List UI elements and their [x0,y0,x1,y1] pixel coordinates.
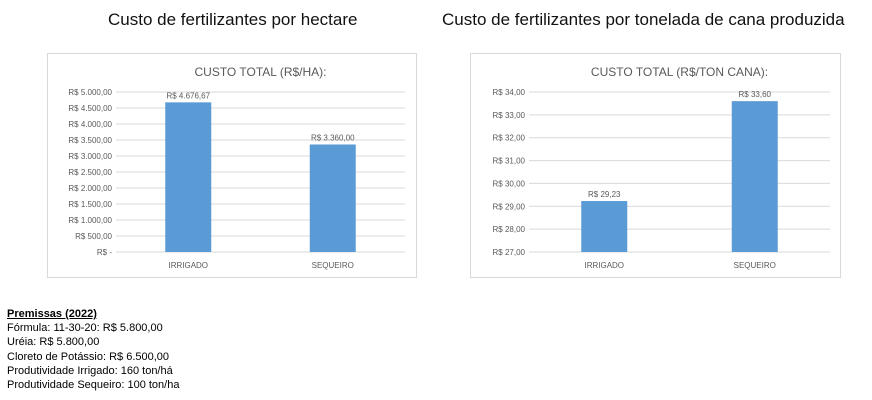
data-label: R$ 4.676,67 [166,91,210,100]
y-tick-label: R$ 4.000,00 [68,120,112,129]
y-tick-label: R$ 1.500,00 [68,200,112,209]
premissas-line: Cloreto de Potássio: R$ 6.500,00 [7,350,170,363]
x-tick-label: IRRIGADO [168,261,208,270]
y-tick-label: R$ 3.500,00 [68,136,112,145]
x-tick-label: IRRIGADO [584,261,624,270]
premissas-line: Fórmula: 11-30-20: R$ 5.800,00 [7,322,163,335]
chart-title: CUSTO TOTAL (R$/HA): [194,65,326,79]
y-tick-label: R$ 4.500,00 [68,104,112,113]
premissas-line: Uréia: R$ 5.800,00 [7,336,100,349]
bar [165,102,212,252]
y-tick-label: R$ 31,00 [493,157,526,166]
y-tick-label: R$ 5.000,00 [68,88,112,97]
bar [581,201,628,252]
premissas-block: Premissas (2022) Fórmula: 11-30-20: R$ 5… [7,307,179,392]
y-tick-label: R$ 29,00 [493,202,526,211]
premissas-line: Produtividade Irrigado: 160 ton/há [7,364,173,377]
y-tick-label: R$ 1.000,00 [68,216,112,225]
chart-heading-per-ton: Custo de fertilizantes por tonelada de c… [442,10,845,29]
bar [309,144,356,252]
chart-per-ton-svg: CUSTO TOTAL (R$/TON CANA): R$ 27,00 R$ 28,… [493,65,830,270]
data-label: R$ 29,23 [588,190,621,199]
y-tick-label: R$ 3.000,00 [68,152,112,161]
x-tick-label: SEQUEIRO [312,261,354,270]
premissas-title: Premissas (2022) [7,308,97,320]
y-tick-label: R$ 2.500,00 [68,168,112,177]
y-tick-label: R$ 27,00 [493,248,526,257]
chart-title: CUSTO TOTAL (R$/TON CANA): [591,65,768,79]
bar [731,101,778,252]
y-tick-label: R$ - [97,248,112,257]
chart-per-hectare: CUSTO TOTAL (R$/HA): R$ - R$ 500,00 R$ 1.00… [47,53,417,278]
y-tick-label: R$ 28,00 [493,225,526,234]
y-tick-label: R$ 2.000,00 [68,184,112,193]
y-tick-label: R$ 30,00 [493,179,526,188]
chart-per-ton: CUSTO TOTAL (R$/TON CANA): R$ 27,00 R$ 28,… [470,53,841,278]
x-tick-label: SEQUEIRO [734,261,776,270]
y-tick-label: R$ 33,00 [493,111,526,120]
y-tick-label: R$ 32,00 [493,134,526,143]
y-tick-label: R$ 500,00 [75,232,112,241]
y-tick-label: R$ 34,00 [493,88,526,97]
chart-heading-per-hectare: Custo de fertilizantes por hectare [108,10,358,29]
chart-per-hectare-svg: CUSTO TOTAL (R$/HA): R$ - R$ 500,00 R$ 1.00… [68,65,405,270]
premissas-line: Produtividade Sequeiro: 100 ton/ha [7,379,180,392]
data-label: R$ 3.360,00 [311,133,355,142]
data-label: R$ 33,60 [739,90,772,99]
